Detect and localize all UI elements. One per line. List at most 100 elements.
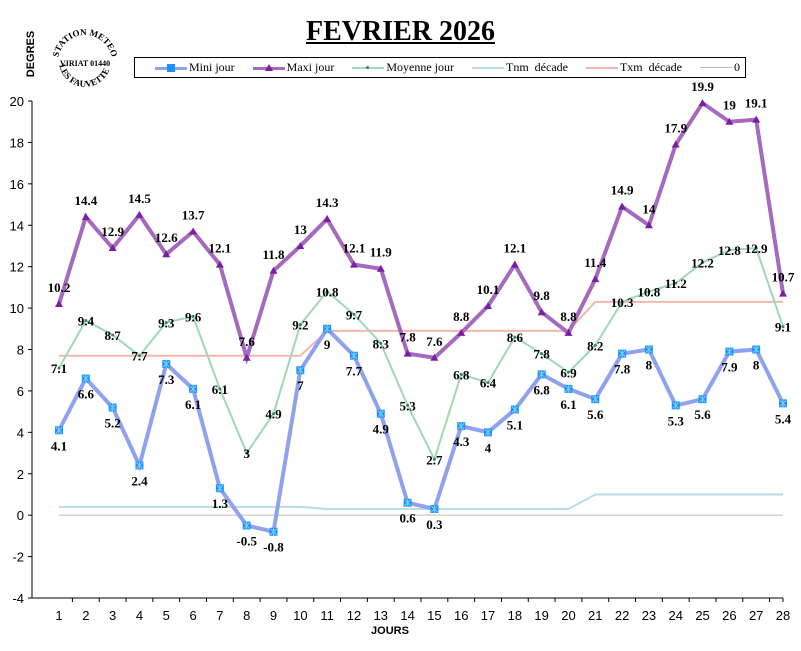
data-label: 14.4: [74, 193, 97, 208]
data-label: 6.9: [560, 365, 577, 380]
dot-marker: [620, 300, 624, 304]
dot-marker: [352, 312, 356, 316]
x-tick-label: 7: [216, 608, 223, 623]
data-label: 12.1: [343, 241, 366, 256]
triangle-marker: [135, 210, 144, 218]
data-label: 2.7: [426, 452, 443, 467]
data-label: 8.2: [587, 338, 603, 353]
x-tick-label: 1: [55, 608, 62, 623]
x-tick-label: 16: [454, 608, 468, 623]
legend-item: Maxi jour: [252, 60, 335, 75]
data-label: -0.8: [263, 540, 284, 555]
data-label: 7.9: [721, 360, 738, 375]
dot-marker: [674, 281, 678, 285]
legend-label: Mini jour: [189, 60, 235, 74]
x-tick-label: 22: [615, 608, 629, 623]
triangle-marker: [189, 227, 198, 235]
data-label: 4.3: [453, 434, 470, 449]
x-tick-label: 5: [163, 608, 170, 623]
data-label: 5.6: [587, 407, 604, 422]
x-tick-label: 26: [722, 608, 736, 623]
chart-title: FEVRIER 2026: [305, 16, 495, 47]
data-label: 7.7: [131, 349, 148, 364]
x-tick-label: 15: [427, 608, 441, 623]
triangle-marker: [376, 264, 385, 272]
y-tick-label: 8: [17, 343, 24, 358]
data-label: 7.6: [239, 334, 256, 349]
data-label: 6.1: [560, 397, 576, 412]
x-tick-label: 27: [749, 608, 763, 623]
triangle-marker: [55, 299, 63, 307]
y-tick-label: 12: [10, 260, 24, 275]
data-label: 11.4: [584, 255, 607, 270]
dot-marker: [111, 333, 115, 337]
series-mini-jour: [55, 324, 787, 536]
data-label: 9.7: [346, 307, 363, 322]
y-axis-label-text: DEGRES: [25, 30, 38, 78]
data-label: 10.2: [48, 280, 71, 295]
y-tick-label: 16: [10, 177, 24, 192]
data-label: 10.8: [316, 285, 339, 300]
data-label: 8.8: [453, 309, 470, 324]
triangle-marker: [484, 302, 493, 310]
data-label: -0.5: [236, 534, 257, 549]
y-tick-label: 4: [17, 425, 24, 440]
legend-item: Txm décade: [585, 60, 682, 75]
triangle-marker: [242, 353, 251, 361]
triangle-marker: [698, 99, 707, 107]
x-tick-label: 11: [320, 608, 334, 623]
data-label: 10.3: [611, 295, 634, 310]
x-tick-label: 28: [776, 608, 790, 623]
dot-marker: [164, 321, 168, 325]
dot-marker: [379, 341, 383, 345]
data-label: 14: [642, 201, 656, 216]
dot-marker: [727, 248, 731, 252]
dot-marker: [137, 354, 141, 358]
data-label: 7: [297, 378, 304, 393]
triangle-marker: [269, 266, 278, 274]
x-tick-label: 6: [189, 608, 196, 623]
dot-marker: [84, 319, 88, 323]
data-label: 7.3: [158, 372, 175, 387]
series-moyenne-jour: [57, 246, 785, 462]
data-label: 11.8: [262, 247, 285, 262]
legend-item: Mini jour: [155, 60, 235, 75]
data-label: 7.7: [346, 364, 363, 379]
data-label: 11.9: [370, 245, 393, 260]
line-swatch-icon: [699, 63, 732, 73]
data-label: 9: [324, 337, 331, 352]
data-label: 5.3: [668, 413, 685, 428]
data-label: 6.8: [534, 382, 551, 397]
y-tick-label: -2: [12, 550, 24, 565]
data-label: 5.6: [694, 407, 711, 422]
triangle-marker: [618, 202, 627, 210]
triangle-marker: [591, 275, 600, 283]
x-tick-label: 18: [508, 608, 522, 623]
data-label: 13.7: [182, 207, 205, 222]
legend-item: Tnm décade: [472, 60, 568, 75]
dot-marker: [245, 451, 249, 455]
data-label: 9.2: [292, 318, 308, 333]
data-label: 8: [753, 358, 760, 373]
legend-label: Maxi jour: [286, 60, 335, 74]
data-label: 0.6: [399, 511, 416, 526]
triangle-marker: [403, 349, 412, 357]
data-label: 12.9: [745, 241, 768, 256]
triangle-marker: [81, 212, 90, 220]
triangle-marker: [537, 308, 546, 316]
dot-marker: [459, 372, 463, 376]
data-label: 19.9: [691, 79, 714, 94]
dot-marker: [406, 403, 410, 407]
data-label: 10.7: [772, 270, 795, 285]
dot-marker: [566, 370, 570, 374]
data-label: 4.9: [265, 407, 282, 422]
data-label: 6.8: [453, 367, 470, 382]
data-label: 0.3: [426, 517, 443, 532]
x-axis-label: JOURS: [371, 625, 409, 637]
line-swatch-icon: [472, 63, 504, 73]
legend-item: Moyenne jour: [352, 60, 454, 75]
data-label: 14.3: [316, 195, 339, 210]
x-tick-label: 24: [669, 608, 683, 623]
